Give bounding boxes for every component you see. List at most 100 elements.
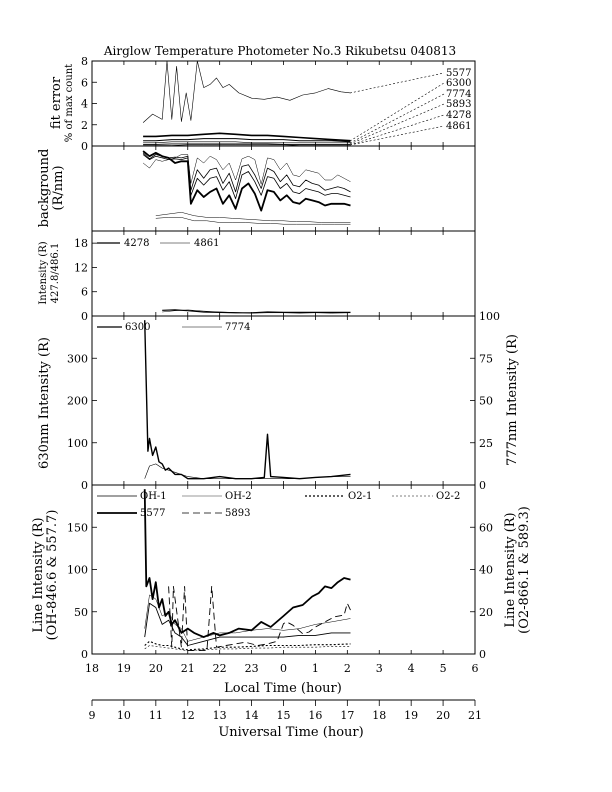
universal-time-tick-label: 18: [372, 709, 386, 722]
fit-error-ytick-label: 4: [81, 98, 88, 111]
callout-leaders: [349, 72, 445, 146]
local-time-tick-label: 21: [181, 662, 195, 675]
blue-intensity-ylabel: Intensity (R): [38, 241, 49, 304]
local-time-tick-label: 19: [117, 662, 131, 675]
local-time-tick-label: 5: [440, 662, 447, 675]
local-time-tick-label: 4: [408, 662, 415, 675]
callout-6300: 6300: [446, 78, 471, 89]
legend-o22-label: O2-2: [436, 491, 460, 502]
legend-oh2-label: OH-2: [225, 491, 252, 502]
legend-4861-label: 4861: [194, 238, 219, 249]
legend-4278-label: 4278: [124, 238, 149, 249]
blue-intensity-ytick-label: 12: [74, 261, 88, 274]
series-line-5577: [142, 60, 351, 123]
red-intensity-ytick-label: 200: [67, 395, 88, 408]
universal-time-tick-label: 12: [181, 709, 195, 722]
series-layer: [142, 60, 351, 652]
red-intensity-ytick-label: 0: [81, 479, 88, 492]
o2-intensity-ytick-label: 20: [479, 606, 493, 619]
universal-time-tick-label: 16: [308, 709, 322, 722]
callout-4861: 4861: [446, 121, 471, 132]
green-intensity-ylabel: 777nm Intensity (R): [505, 334, 520, 466]
series-line-panel2-4: [142, 150, 351, 212]
fit-error-ylabel-unit: % of max count: [64, 64, 75, 142]
universal-time-tick-label: 13: [213, 709, 227, 722]
green-intensity-ytick-label: 75: [479, 352, 493, 365]
line-intensity-ytick-label: 0: [81, 648, 88, 661]
local-time-tick-label: 22: [213, 662, 227, 675]
callout-5893: 5893: [446, 99, 471, 110]
callout-5577: 5577: [446, 68, 471, 79]
background-ylabel-unit: (R/nm): [51, 165, 66, 210]
local-time-tick-label: 18: [85, 662, 99, 675]
universal-time-tick-label: 21: [468, 709, 482, 722]
local-time-xlabel: Local Time (hour): [224, 681, 342, 696]
red-intensity-ylabel: 630nm Intensity (R): [37, 337, 52, 469]
universal-time-tick-label: 15: [277, 709, 291, 722]
series-line-o2-2: [144, 645, 351, 651]
panel-red-green: [91, 315, 476, 486]
series-line-5893: [168, 585, 351, 652]
line-intensity-ytick-label: 150: [67, 521, 88, 534]
series-line-6300: [143, 132, 351, 142]
green-intensity-ytick-label: 100: [479, 310, 500, 323]
green-intensity-ytick-label: 0: [479, 479, 486, 492]
series-line-6300: [144, 320, 351, 480]
blue-intensity-ytick-label: 0: [81, 310, 88, 323]
universal-time-tick-label: 17: [340, 709, 354, 722]
universal-time-tick-label: 9: [89, 709, 96, 722]
series-line-4278: [162, 309, 351, 314]
line-intensity-ylabel: Line Intensity (R): [31, 517, 46, 632]
line-intensity-ytick-label: 50: [74, 606, 88, 619]
series-line-4861: [162, 309, 351, 314]
o2-intensity-ytick-label: 60: [479, 521, 493, 534]
series-line-7774: [143, 138, 351, 143]
series-line-4278: [143, 143, 351, 145]
series-line-oh-2: [144, 594, 351, 642]
local-time-tick-label: 2: [344, 662, 351, 675]
o2-intensity-ylabel: Line Intensity (R): [503, 512, 518, 627]
fit-error-ytick-label: 6: [81, 76, 88, 89]
local-time-tick-label: 3: [376, 662, 383, 675]
blue-intensity-ytick-label: 6: [81, 286, 88, 299]
o2-intensity-ytick-label: 0: [479, 648, 486, 661]
local-time-tick-label: 20: [149, 662, 163, 675]
fit-error-ytick-label: 0: [81, 140, 88, 153]
blue-intensity-ytick-label: 18: [74, 237, 88, 250]
local-time-tick-label: 23: [245, 662, 259, 675]
universal-time-tick-label: 19: [404, 709, 418, 722]
series-line-5577: [143, 489, 351, 638]
o2-intensity-ytick-label: 40: [479, 564, 493, 577]
series-line-panel2-2: [142, 152, 351, 193]
universal-time-tick-label: 10: [117, 709, 131, 722]
figure-title: Airglow Temperature Photometer No.3 Riku…: [103, 44, 456, 58]
background-ylabel: background: [37, 149, 52, 228]
callout-4278: 4278: [446, 110, 471, 121]
line-intensity-ytick-label: 100: [67, 564, 88, 577]
series-line-4861: [143, 144, 351, 146]
green-intensity-ytick-label: 50: [479, 395, 493, 408]
series-line-panel2-6: [155, 217, 351, 225]
ticks-layer: 18 19 20 21 22 23 0 1 2 3 4 5 69 10 11 12 13 14 15 16 17 18 19…: [67, 55, 500, 722]
red-intensity-ytick-label: 100: [67, 437, 88, 450]
series-line-o2-1: [144, 640, 351, 651]
legend-7774-label: 7774: [225, 322, 250, 333]
local-time-tick-label: 0: [280, 662, 287, 675]
series-line-oh-1: [144, 602, 351, 646]
legend-oh1-label: OH-1: [140, 491, 167, 502]
fit-error-ytick-label: 2: [81, 119, 88, 132]
series-line-5893: [143, 141, 351, 144]
universal-time-tick-label: 11: [149, 709, 163, 722]
panel-fit-error: [91, 60, 476, 147]
series-line-panel2-1: [142, 154, 351, 185]
legend-o21-label: O2-1: [348, 491, 372, 502]
legend-5577-label: 5577: [140, 508, 165, 519]
line-intensity-ylabel-lines: (OH-846.6 & 557.7): [45, 510, 60, 641]
o2-intensity-ylabel-lines: (O2-866.1 & 589.3): [517, 506, 532, 634]
series-line-panel2-5: [155, 212, 351, 223]
legend-5893-label: 5893: [225, 508, 250, 519]
series-line-panel2-3: [142, 154, 351, 200]
fit-error-ytick-label: 8: [81, 55, 88, 68]
blue-intensity-ylabel-lines: 427.8/486.1: [50, 243, 61, 304]
